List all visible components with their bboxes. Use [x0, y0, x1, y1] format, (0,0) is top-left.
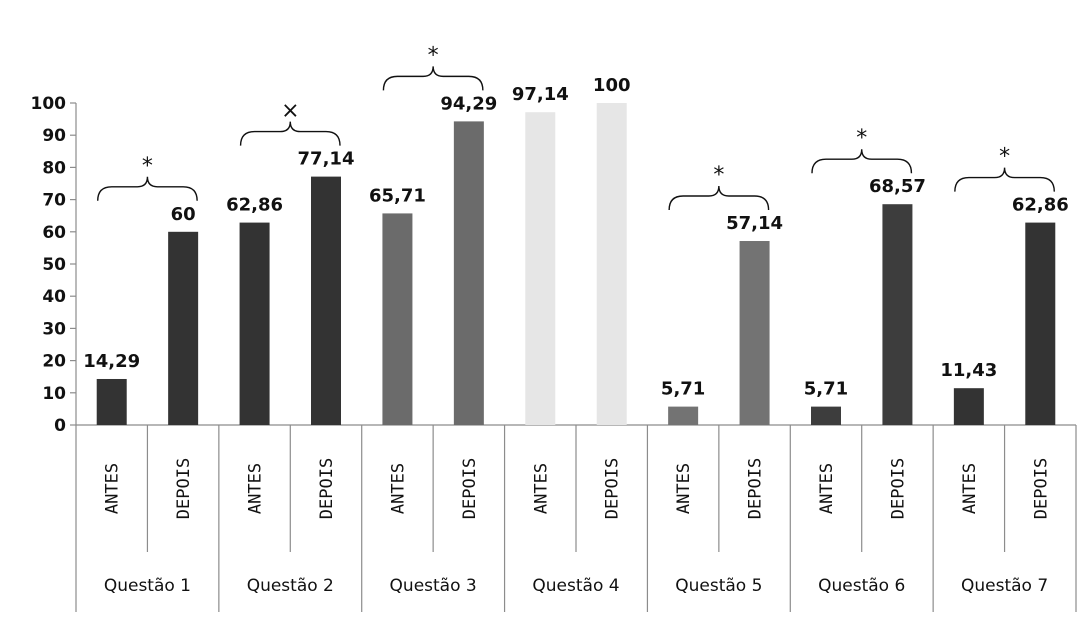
y-tick-label: 0	[54, 416, 66, 436]
significance-mark: *	[856, 126, 867, 151]
bracket	[239, 121, 341, 146]
bar	[168, 231, 199, 425]
y-tick-label: 50	[42, 255, 66, 275]
x-group-label: Questão 4	[532, 576, 619, 596]
bar	[525, 112, 556, 425]
significance-mark: *	[999, 145, 1010, 170]
y-tick-label: 90	[42, 126, 66, 146]
x-sub-label: DEPOIS	[888, 458, 908, 519]
x-group-label: Questão 5	[675, 576, 762, 596]
data-label: 60	[171, 204, 196, 225]
y-tick-label: 20	[42, 352, 66, 372]
data-labels: 14,29 60 62,86 77,14 65,71 94,29 97,14 100 5,71 5…	[83, 75, 1069, 400]
x-sub-label: ANTES	[960, 463, 980, 514]
bar	[596, 103, 627, 425]
x-sub-label: DEPOIS	[317, 458, 337, 519]
bar	[96, 378, 127, 425]
data-label: 5,71	[804, 379, 848, 400]
x-group-label: Questão 2	[247, 576, 334, 596]
x-sub-label: DEPOIS	[746, 458, 766, 519]
x-group-label: Questão 1	[104, 576, 191, 596]
significance-mark: *	[142, 154, 153, 179]
data-label: 5,71	[661, 379, 705, 400]
significance-brackets: * × * * * *	[97, 43, 1055, 211]
bracket	[954, 167, 1055, 192]
data-label: 100	[593, 75, 631, 96]
x-sub-label: ANTES	[817, 463, 837, 514]
bracket	[97, 176, 198, 201]
x-sub-label: ANTES	[388, 463, 408, 514]
significance-mark: *	[428, 43, 439, 68]
data-label: 62,86	[226, 195, 283, 216]
bracket	[811, 149, 913, 174]
x-group-label: Questão 6	[818, 576, 905, 596]
bar	[739, 241, 770, 425]
data-label: 62,86	[1012, 195, 1069, 216]
x-sub-label: ANTES	[103, 463, 123, 514]
bracket	[382, 66, 484, 91]
bar	[1025, 222, 1056, 425]
x-axis-categories: ANTES DEPOIS Questão 1 ANTES DEPOIS Questão 2…	[103, 425, 1051, 612]
y-tick-label: 60	[42, 223, 66, 243]
data-label: 68,57	[869, 176, 926, 197]
significance-mark: *	[713, 163, 724, 188]
y-tick-label: 30	[42, 319, 66, 339]
y-tick-label: 40	[42, 287, 66, 307]
y-tick-label: 10	[42, 384, 66, 404]
data-label: 77,14	[298, 149, 355, 170]
bar	[811, 406, 841, 425]
x-group-label: Questão 7	[961, 576, 1048, 596]
data-label: 57,14	[726, 213, 783, 234]
x-sub-label: DEPOIS	[603, 458, 623, 519]
significance-mark: ×	[281, 99, 299, 124]
bar	[382, 213, 413, 425]
data-label: 97,14	[512, 84, 569, 105]
y-tick-label: 70	[42, 191, 66, 211]
data-label: 11,43	[940, 360, 997, 381]
x-sub-label: DEPOIS	[460, 458, 480, 519]
bar	[239, 222, 270, 425]
y-tick-label: 100	[31, 94, 67, 114]
bar	[953, 388, 984, 425]
x-group-label: Questão 3	[390, 576, 477, 596]
bars	[96, 103, 1056, 425]
x-sub-label: ANTES	[674, 463, 694, 514]
bar	[668, 406, 699, 425]
bar	[882, 204, 913, 425]
bar	[311, 176, 341, 425]
data-label: 65,71	[369, 185, 426, 206]
y-tick-label: 80	[42, 158, 66, 178]
x-sub-label: ANTES	[246, 463, 266, 514]
bracket	[668, 185, 770, 211]
x-sub-label: DEPOIS	[1031, 458, 1051, 519]
x-sub-label: ANTES	[531, 463, 551, 514]
x-sub-label: DEPOIS	[174, 458, 194, 519]
data-label: 14,29	[83, 351, 140, 372]
bar	[453, 121, 484, 425]
data-label: 94,29	[440, 93, 497, 114]
